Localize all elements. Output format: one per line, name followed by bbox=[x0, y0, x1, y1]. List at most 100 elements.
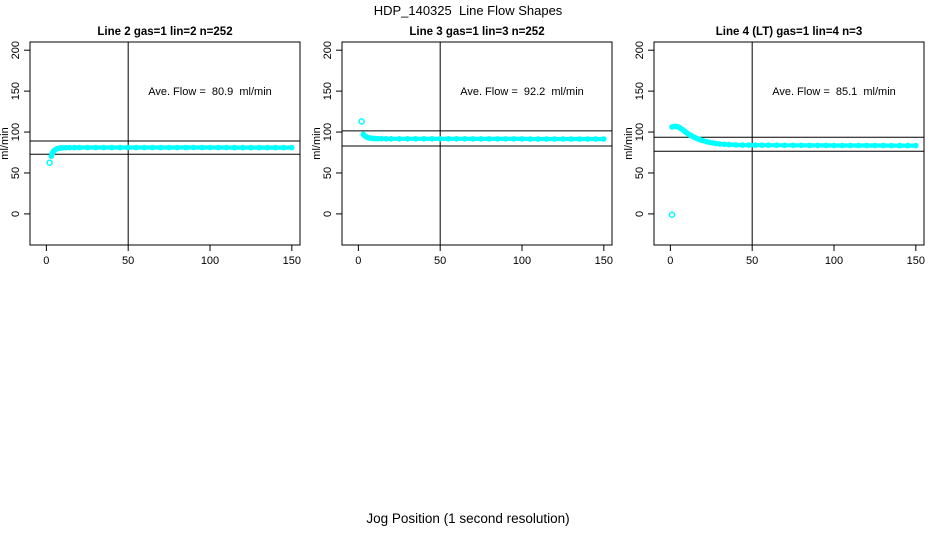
data-point bbox=[560, 136, 566, 142]
data-point bbox=[896, 142, 903, 149]
data-point bbox=[746, 142, 752, 148]
x-tick-label: 150 bbox=[595, 255, 613, 267]
data-point bbox=[752, 142, 759, 148]
y-tick-label: 0 bbox=[322, 211, 334, 217]
y-tick-label: 50 bbox=[10, 167, 22, 179]
flow-panel-line-2: Line 2 gas=1 lin=2 n=252 0 50 100 150 0 50 100 1… bbox=[0, 22, 312, 272]
data-point bbox=[700, 137, 706, 144]
data-point bbox=[461, 136, 468, 142]
data-point bbox=[511, 136, 517, 142]
data-point bbox=[823, 142, 829, 149]
data-point bbox=[280, 144, 287, 151]
data-point bbox=[839, 142, 846, 149]
figure-title: HDP_140325 Line Flow Shapes bbox=[373, 3, 563, 18]
data-point bbox=[288, 144, 295, 151]
data-point bbox=[92, 144, 99, 151]
data-point bbox=[710, 140, 716, 146]
data-point bbox=[396, 136, 403, 142]
data-point bbox=[527, 136, 534, 142]
flow-panel-line-4: Line 4 (LT) gas=1 lin=4 n=3 0 50 100 150 0 50 1… bbox=[623, 22, 936, 272]
flow-chart-line-2: Line 2 gas=1 lin=2 n=252 0 50 100 150 0 50 100 1… bbox=[0, 26, 301, 267]
outlier-point bbox=[668, 211, 676, 218]
data-point bbox=[543, 136, 550, 142]
x-tick-label: 150 bbox=[907, 255, 925, 267]
data-point bbox=[437, 136, 444, 142]
data-point bbox=[486, 136, 493, 142]
data-point bbox=[421, 136, 427, 142]
data-point bbox=[133, 144, 140, 151]
data-point bbox=[375, 135, 381, 142]
data-point bbox=[713, 140, 720, 147]
data-point bbox=[239, 144, 246, 151]
data-point bbox=[790, 142, 796, 149]
data-point bbox=[453, 136, 460, 142]
x-tick-label: 100 bbox=[513, 255, 531, 267]
data-point bbox=[190, 144, 197, 151]
data-point bbox=[182, 144, 189, 151]
data-point bbox=[223, 144, 230, 151]
panel-title: Line 3 gas=1 lin=3 n=252 bbox=[409, 26, 544, 38]
data-point bbox=[863, 142, 870, 149]
data-point bbox=[782, 142, 788, 149]
data-point bbox=[502, 136, 509, 142]
data-point bbox=[109, 144, 115, 151]
flow-chart-line-3: Line 3 gas=1 lin=3 n=252 0 50 100 150 0 50 100 1… bbox=[311, 26, 613, 267]
data-point bbox=[149, 144, 156, 151]
data-point bbox=[404, 136, 411, 142]
y-axis-title: ml/min bbox=[312, 127, 323, 159]
data-point bbox=[912, 142, 919, 149]
x-tick-label: 50 bbox=[434, 255, 446, 267]
plot-box bbox=[653, 41, 925, 246]
data-point bbox=[759, 142, 765, 149]
data-point bbox=[600, 136, 607, 142]
y-tick-label: 100 bbox=[634, 123, 646, 141]
data-point bbox=[174, 144, 181, 151]
data-point bbox=[847, 142, 854, 149]
x-tick-label: 100 bbox=[201, 255, 219, 267]
data-point bbox=[733, 142, 739, 148]
data-point bbox=[773, 142, 780, 149]
data-point bbox=[726, 141, 733, 148]
panel-title: Line 4 (LT) gas=1 lin=4 n=3 bbox=[716, 26, 862, 38]
y-tick-label: 50 bbox=[634, 167, 646, 179]
x-tick-label: 150 bbox=[283, 255, 301, 267]
data-point bbox=[76, 144, 82, 151]
data-point bbox=[63, 144, 69, 151]
data-point bbox=[141, 144, 148, 151]
data-point bbox=[215, 144, 222, 151]
data-point bbox=[551, 136, 558, 142]
y-axis-title: ml/min bbox=[0, 127, 11, 159]
plot-box bbox=[29, 41, 301, 246]
outlier-point bbox=[358, 118, 365, 125]
data-point bbox=[388, 136, 394, 142]
data-point bbox=[470, 136, 476, 142]
data-point bbox=[84, 144, 91, 151]
x-tick-label: 0 bbox=[355, 255, 361, 267]
y-tick-label: 50 bbox=[322, 167, 334, 179]
data-point bbox=[855, 142, 862, 149]
x-axis-label: Jog Position (1 second resolution) bbox=[366, 511, 570, 526]
data-point bbox=[831, 142, 837, 149]
data-point bbox=[207, 144, 213, 151]
y-tick-label: 150 bbox=[634, 82, 646, 100]
data-point bbox=[592, 136, 599, 142]
data-point bbox=[272, 144, 279, 151]
data-point bbox=[264, 144, 271, 151]
data-point bbox=[584, 136, 591, 142]
y-tick-label: 100 bbox=[10, 123, 22, 141]
x-tick-label: 0 bbox=[667, 255, 673, 267]
data-point bbox=[494, 136, 501, 142]
flow-panel-line-3: Line 3 gas=1 lin=3 n=252 0 50 100 150 0 50 100 1… bbox=[311, 22, 624, 272]
y-tick-label: 200 bbox=[634, 41, 646, 59]
data-point bbox=[739, 142, 746, 148]
data-point bbox=[125, 144, 132, 151]
plot-box bbox=[341, 41, 613, 246]
data-point bbox=[706, 139, 713, 146]
data-point bbox=[568, 136, 574, 142]
data-point bbox=[371, 135, 378, 142]
ave-flow-annotation: Ave. Flow = 85.1 ml/min bbox=[772, 86, 896, 98]
data-point bbox=[888, 142, 895, 149]
data-point bbox=[166, 144, 172, 151]
data-point bbox=[576, 136, 583, 142]
y-tick-label: 150 bbox=[10, 82, 22, 100]
